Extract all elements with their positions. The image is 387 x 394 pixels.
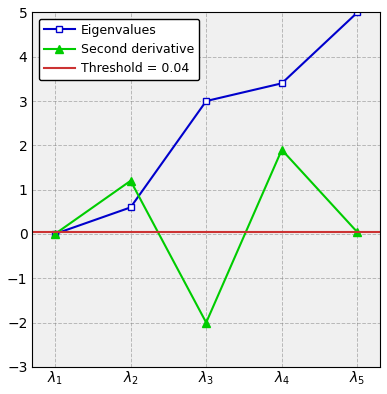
Second derivative: [128, 178, 133, 183]
Second derivative: [204, 320, 209, 325]
Eigenvalues: [53, 232, 57, 236]
Line: Eigenvalues: Eigenvalues: [51, 9, 361, 238]
Eigenvalues: [204, 98, 209, 103]
Second derivative: [355, 230, 360, 234]
Line: Second derivative: Second derivative: [51, 146, 361, 327]
Eigenvalues: [128, 205, 133, 210]
Eigenvalues: [279, 81, 284, 86]
Eigenvalues: [355, 10, 360, 15]
Second derivative: [279, 147, 284, 152]
Legend: Eigenvalues, Second derivative, Threshold = 0.04: Eigenvalues, Second derivative, Threshol…: [39, 19, 199, 80]
Threshold = 0.04: [53, 230, 57, 234]
Second derivative: [53, 232, 57, 236]
